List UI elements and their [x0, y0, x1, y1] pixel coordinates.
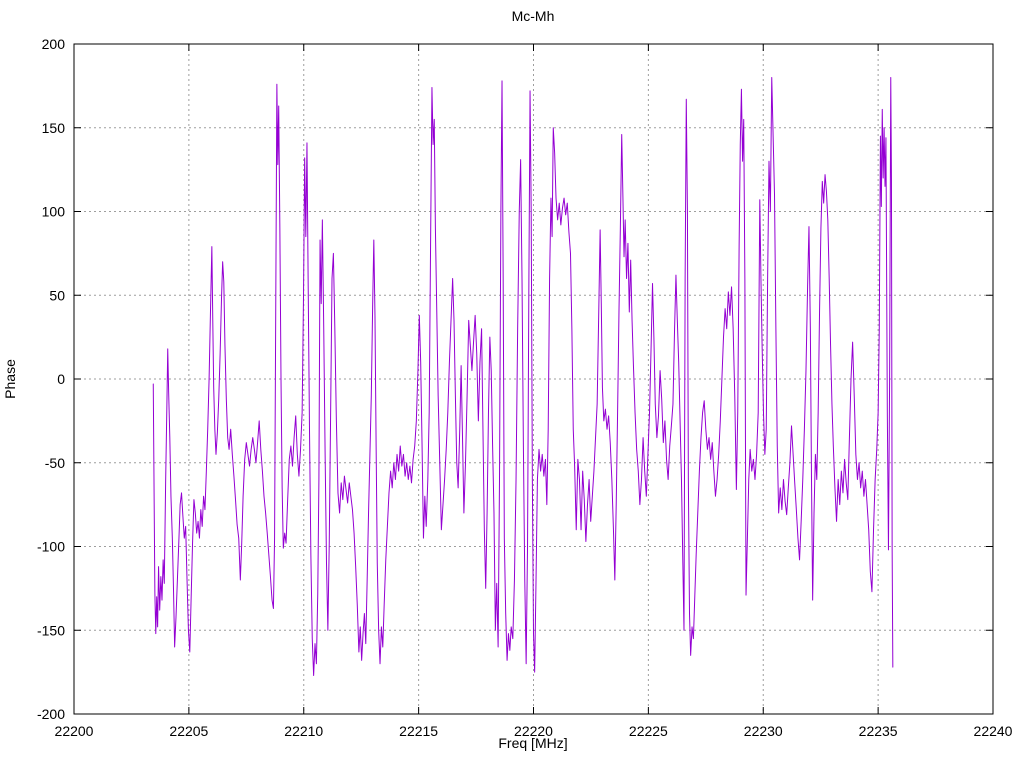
- x-tick-label: 22240: [974, 723, 1013, 739]
- y-tick-label: -100: [37, 539, 65, 555]
- y-tick-label: 100: [42, 204, 66, 220]
- y-tick-labels: -200 -150 -100 -50 0 50 100 150 200: [37, 36, 65, 722]
- x-tick-labels: 22200 22205 22210 22215 22220 22225 22230 22235…: [55, 723, 1013, 739]
- x-tick-label: 22225: [629, 723, 668, 739]
- y-tick-label: -50: [45, 455, 65, 471]
- y-tick-label: 200: [42, 36, 66, 52]
- axes: [73, 43, 994, 715]
- x-tick-label: 22235: [859, 723, 898, 739]
- phase-trace: [152, 77, 894, 676]
- x-tick-label: 22220: [514, 723, 553, 739]
- y-axis-label: Phase: [2, 359, 18, 399]
- chart-title: Mc-Mh: [512, 8, 555, 24]
- y-tick-label: 150: [42, 120, 66, 136]
- y-tick-label: 50: [49, 287, 65, 303]
- x-tick-label: 22210: [284, 723, 323, 739]
- x-tick-label: 22230: [744, 723, 783, 739]
- x-axis-label: Freq [MHz]: [498, 735, 567, 751]
- x-tick-label: 22205: [169, 723, 208, 739]
- y-tick-label: -150: [37, 622, 65, 638]
- x-tick-label: 22215: [399, 723, 438, 739]
- y-tick-label: 0: [57, 371, 65, 387]
- x-tick-label: 22200: [55, 723, 94, 739]
- y-tick-label: -200: [37, 706, 65, 722]
